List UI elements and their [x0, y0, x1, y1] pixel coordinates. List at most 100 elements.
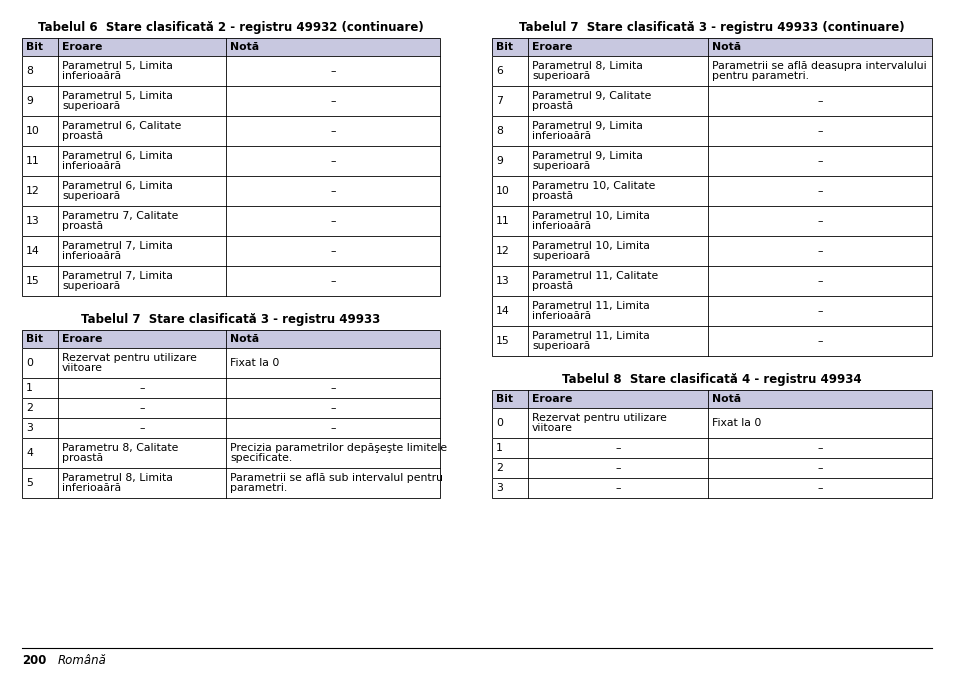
Text: 13: 13 — [496, 276, 509, 286]
Text: –: – — [330, 383, 335, 393]
Text: 14: 14 — [496, 306, 509, 316]
Text: Fixat la 0: Fixat la 0 — [230, 358, 279, 368]
Text: Precizia parametrilor depăşeşte limitele: Precizia parametrilor depăşeşte limitele — [230, 444, 447, 453]
Text: Tabelul 8  Stare clasificată 4 - registru 49934: Tabelul 8 Stare clasificată 4 - registru… — [561, 374, 861, 386]
Text: –: – — [817, 186, 821, 196]
Text: specificate.: specificate. — [230, 453, 292, 463]
Text: 10: 10 — [26, 126, 40, 136]
Text: Parametrul 6, Calitate: Parametrul 6, Calitate — [62, 121, 181, 131]
Text: superioară: superioară — [62, 281, 120, 291]
Text: Rezervat pentru utilizare: Rezervat pentru utilizare — [62, 353, 196, 363]
Bar — [22, 56, 439, 86]
Text: viitoare: viitoare — [62, 363, 103, 373]
Text: Parametrul 10, Limita: Parametrul 10, Limita — [532, 241, 649, 251]
Text: Fixat la 0: Fixat la 0 — [711, 418, 760, 428]
Bar — [22, 468, 439, 498]
Bar — [492, 38, 931, 56]
Bar — [492, 296, 931, 326]
Text: proastă: proastă — [62, 453, 103, 463]
Text: superioară: superioară — [532, 71, 590, 81]
Text: 11: 11 — [26, 156, 40, 166]
Text: 10: 10 — [496, 186, 509, 196]
Bar — [22, 236, 439, 266]
Text: 15: 15 — [496, 336, 509, 346]
Text: –: – — [817, 216, 821, 226]
Text: Parametrii se află sub intervalul pentru: Parametrii se află sub intervalul pentru — [230, 473, 442, 483]
Bar — [22, 38, 439, 56]
Text: proastă: proastă — [532, 101, 573, 111]
Bar — [492, 56, 931, 86]
Bar — [22, 116, 439, 146]
Bar — [492, 176, 931, 206]
Text: 12: 12 — [26, 186, 40, 196]
Text: inferioaără: inferioaără — [532, 131, 591, 141]
Bar — [492, 390, 931, 408]
Text: –: – — [330, 186, 335, 196]
Text: 12: 12 — [496, 246, 509, 256]
Bar — [492, 236, 931, 266]
Bar — [22, 146, 439, 176]
Text: 6: 6 — [496, 66, 502, 76]
Text: Parametrul 7, Limita: Parametrul 7, Limita — [62, 271, 172, 281]
Text: proastă: proastă — [62, 131, 103, 141]
Bar — [492, 296, 931, 326]
Bar — [492, 206, 931, 236]
Text: Parametru 10, Calitate: Parametru 10, Calitate — [532, 181, 655, 191]
Text: –: – — [330, 423, 335, 433]
Text: Parametrul 6, Limita: Parametrul 6, Limita — [62, 181, 172, 191]
Bar — [492, 86, 931, 116]
Text: 0: 0 — [496, 418, 502, 428]
Text: Parametru 8, Calitate: Parametru 8, Calitate — [62, 444, 178, 453]
Bar — [492, 458, 931, 478]
Text: Eroare: Eroare — [62, 42, 102, 52]
Text: Parametrul 5, Limita: Parametrul 5, Limita — [62, 92, 172, 101]
Text: –: – — [139, 403, 145, 413]
Bar — [492, 176, 931, 206]
Text: –: – — [330, 126, 335, 136]
Text: superioară: superioară — [62, 190, 120, 201]
Text: 2: 2 — [496, 463, 502, 473]
Text: superioară: superioară — [532, 251, 590, 260]
Bar — [492, 326, 931, 356]
Text: 13: 13 — [26, 216, 40, 226]
Text: Parametrul 8, Limita: Parametrul 8, Limita — [532, 61, 642, 71]
Text: Parametrul 8, Limita: Parametrul 8, Limita — [62, 473, 172, 483]
Text: 15: 15 — [26, 276, 40, 286]
Text: 5: 5 — [26, 478, 32, 488]
Text: –: – — [817, 483, 821, 493]
Text: Parametrul 11, Calitate: Parametrul 11, Calitate — [532, 271, 658, 281]
Text: –: – — [817, 463, 821, 473]
Text: 4: 4 — [26, 448, 32, 458]
Text: –: – — [139, 423, 145, 433]
Bar — [492, 458, 931, 478]
Text: Eroare: Eroare — [532, 42, 572, 52]
Text: viitoare: viitoare — [532, 423, 573, 433]
Bar — [22, 398, 439, 418]
Bar — [492, 56, 931, 86]
Text: Notă: Notă — [711, 394, 740, 404]
Text: 2: 2 — [26, 403, 32, 413]
Bar — [492, 236, 931, 266]
Text: Parametrul 5, Limita: Parametrul 5, Limita — [62, 61, 172, 71]
Text: inferioaără: inferioaără — [62, 251, 121, 260]
Bar — [492, 326, 931, 356]
Bar — [492, 116, 931, 146]
Text: inferioaără: inferioaără — [532, 221, 591, 231]
Text: Bit: Bit — [26, 42, 43, 52]
Text: pentru parametri.: pentru parametri. — [711, 71, 808, 81]
Bar — [22, 176, 439, 206]
Text: 8: 8 — [496, 126, 502, 136]
Text: superioară: superioară — [532, 161, 590, 171]
Text: 14: 14 — [26, 246, 40, 256]
Bar — [492, 408, 931, 438]
Text: Eroare: Eroare — [62, 334, 102, 344]
Text: 8: 8 — [26, 66, 32, 76]
Text: 7: 7 — [496, 96, 502, 106]
Bar — [22, 378, 439, 398]
Bar — [22, 236, 439, 266]
Bar — [492, 408, 931, 438]
Bar — [22, 418, 439, 438]
Text: –: – — [817, 246, 821, 256]
Bar — [22, 266, 439, 296]
Text: Tabelul 7  Stare clasificată 3 - registru 49933 (continuare): Tabelul 7 Stare clasificată 3 - registru… — [518, 22, 903, 34]
